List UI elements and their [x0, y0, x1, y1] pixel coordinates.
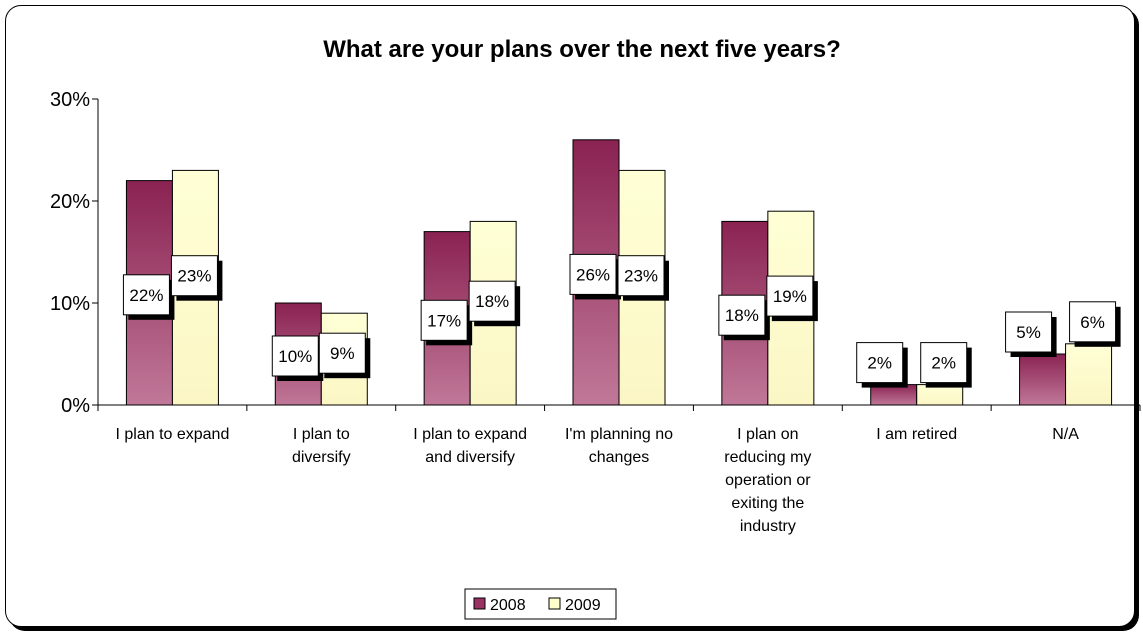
data-label-box [122, 274, 170, 316]
data-label-text: 17% [427, 311, 461, 330]
data-label-2009: 6% [1069, 301, 1121, 347]
x-category-label: I plan to diversify [292, 426, 351, 466]
data-label-box [318, 332, 366, 374]
data-label-2008: 2% [856, 342, 908, 388]
data-label-box [766, 275, 814, 317]
x-category-label: I plan to expand and diversify [413, 426, 527, 466]
data-label-2009: 9% [318, 332, 371, 379]
chart-title: What are your plans over the next five y… [323, 36, 841, 63]
data-label-text: 23% [177, 267, 211, 286]
data-label-text: 18% [725, 306, 759, 325]
bar-2008 [870, 384, 918, 406]
x-category-label: I plan to expand [115, 426, 229, 443]
y-tick-label: 0% [61, 395, 90, 417]
data-label-box [1005, 311, 1053, 353]
data-label-text: 22% [129, 286, 163, 305]
x-category-label: I'm planning no changes [565, 426, 673, 466]
data-label-2009: 2% [920, 342, 972, 388]
data-label-2009: 23% [617, 255, 669, 301]
data-label-box [920, 342, 968, 384]
bar-2008 [1019, 353, 1067, 406]
data-label-box [856, 342, 904, 384]
data-label-2008: 26% [569, 253, 621, 300]
bar-2009 [916, 384, 964, 406]
data-label-text: 23% [624, 267, 658, 286]
data-label-text: 26% [576, 265, 610, 284]
data-label-box [718, 294, 766, 336]
data-label-text: 2% [867, 354, 892, 373]
data-label-box [170, 255, 218, 297]
data-label-text: 2% [931, 354, 956, 373]
data-label-2008: 10% [271, 335, 324, 381]
x-category-label: I am retired [876, 426, 957, 443]
y-tick-label: 10% [50, 293, 90, 315]
data-label-2008: 5% [1005, 311, 1057, 357]
data-label-2008: 22% [122, 274, 175, 320]
legend-swatch-2008 [473, 597, 486, 610]
data-label-box [468, 280, 516, 322]
data-label-box [271, 335, 319, 377]
data-label-text: 5% [1016, 323, 1041, 342]
data-label-text: 9% [330, 344, 355, 363]
data-label-box [420, 299, 468, 341]
data-label-box [617, 255, 665, 297]
data-label-2009: 18% [468, 280, 521, 327]
legend-swatch-2009 [548, 597, 561, 610]
data-label-2009: 19% [766, 275, 818, 322]
bar-2009 [1065, 343, 1113, 406]
data-label-text: 6% [1080, 313, 1105, 332]
x-category-label: I plan on reducing my operation or exiting … [724, 426, 811, 535]
data-label-box [569, 253, 617, 295]
data-label-text: 18% [475, 292, 509, 311]
data-label-2008: 18% [718, 294, 770, 341]
data-label-2009: 23% [170, 255, 223, 301]
y-tick-label: 30% [50, 89, 90, 111]
data-label-2008: 17% [420, 299, 473, 346]
data-label-text: 19% [773, 287, 807, 306]
legend: 2008 2009 [464, 588, 617, 620]
data-label-text: 10% [278, 347, 312, 366]
legend-box [464, 588, 617, 620]
x-category-label: N/A [1052, 426, 1079, 443]
data-label-box [1069, 301, 1117, 343]
legend-label-2009: 2009 [565, 597, 601, 614]
y-tick-label: 20% [50, 191, 90, 213]
legend-label-2008: 2008 [490, 597, 526, 614]
